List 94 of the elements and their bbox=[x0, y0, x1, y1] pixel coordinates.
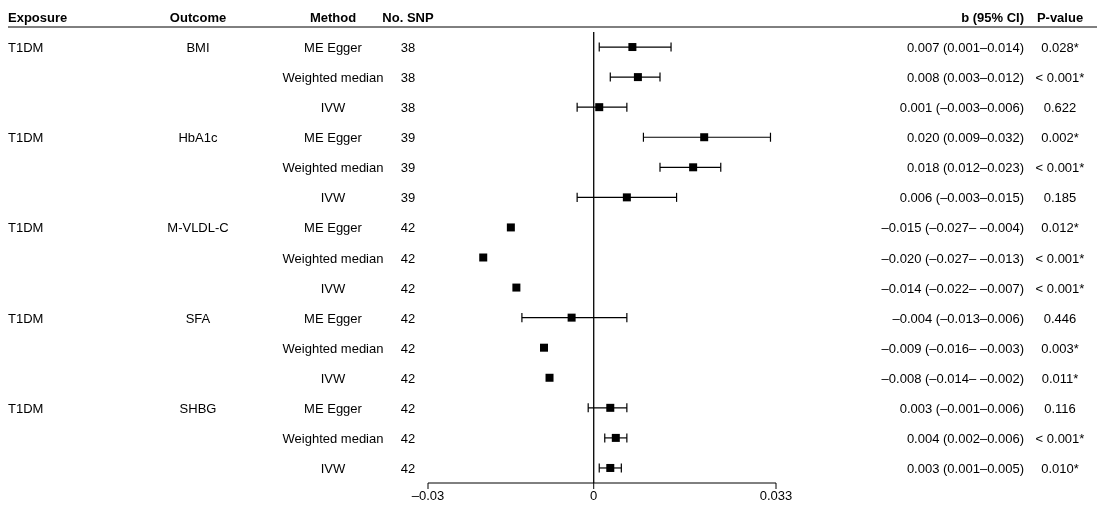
data-label: 0.001 (–0.003–0.006) bbox=[899, 100, 1024, 116]
text: 42 bbox=[400, 250, 416, 266]
data-label: –0.020 (–0.027– –0.013) bbox=[881, 250, 1024, 266]
data-label: 0.004 (0.002–0.006) bbox=[906, 430, 1024, 446]
text: 0.116 bbox=[1044, 400, 1076, 416]
point bbox=[506, 223, 515, 232]
data-label: 0.020 (0.009–0.032) bbox=[906, 130, 1024, 146]
text: 38 bbox=[400, 40, 416, 56]
y-tick-label: ME Egger bbox=[304, 40, 363, 56]
text: 0.010* bbox=[1041, 460, 1079, 476]
text: 39 bbox=[400, 130, 416, 146]
text: Method bbox=[309, 10, 357, 25]
data-label: –0.009 (–0.016– –0.003) bbox=[881, 340, 1024, 356]
text: Outcome bbox=[169, 10, 227, 25]
y-tick-label: Weighted median bbox=[282, 160, 384, 176]
y-tick-label: Weighted median bbox=[282, 250, 384, 266]
text: 38 bbox=[400, 70, 416, 86]
data-label: –0.014 (–0.022– –0.007) bbox=[881, 280, 1024, 296]
point bbox=[700, 133, 709, 142]
text: 0.446 bbox=[1043, 310, 1077, 326]
text: Exposure bbox=[8, 10, 68, 25]
text: 42 bbox=[400, 220, 416, 236]
point bbox=[545, 373, 554, 382]
point bbox=[622, 193, 631, 202]
text: 0.011* bbox=[1041, 370, 1079, 386]
text: 42 bbox=[400, 280, 416, 296]
point bbox=[512, 283, 521, 292]
y-tick-label: ME Egger bbox=[304, 130, 363, 146]
text: SFA bbox=[185, 310, 211, 326]
text: < 0.001* bbox=[1035, 70, 1085, 86]
text: 42 bbox=[400, 460, 416, 476]
point bbox=[606, 403, 615, 412]
point bbox=[628, 43, 637, 52]
y-tick-label: Weighted median bbox=[282, 70, 384, 86]
y-tick-label: ME Egger bbox=[304, 310, 363, 326]
text: 38 bbox=[400, 100, 416, 116]
point bbox=[567, 313, 576, 322]
y-tick-label: Weighted median bbox=[282, 430, 384, 446]
text: T1DM bbox=[8, 400, 44, 416]
text: 42 bbox=[400, 370, 416, 386]
text: 39 bbox=[400, 160, 416, 176]
text: T1DM bbox=[8, 130, 44, 146]
text: T1DM bbox=[8, 310, 44, 326]
text: 0.028* bbox=[1041, 40, 1079, 56]
data-label: –0.008 (–0.014– –0.002) bbox=[881, 370, 1024, 386]
point bbox=[479, 253, 488, 262]
text: 42 bbox=[400, 400, 416, 416]
y-tick-label: ME Egger bbox=[304, 400, 363, 416]
text: No. SNP bbox=[382, 10, 434, 25]
point bbox=[606, 463, 615, 472]
text: < 0.001* bbox=[1035, 430, 1085, 446]
text: HbA1c bbox=[178, 130, 218, 146]
text: 0.622 bbox=[1043, 100, 1077, 116]
text: < 0.001* bbox=[1035, 280, 1085, 296]
text: < 0.001* bbox=[1035, 160, 1085, 176]
x-tick-label: 0.033 bbox=[759, 488, 793, 504]
text: BMI bbox=[186, 40, 210, 56]
data-label: 0.003 (–0.001–0.006) bbox=[899, 400, 1024, 416]
point bbox=[540, 343, 548, 352]
y-tick-label: IVW bbox=[320, 280, 346, 296]
text: 0.185 bbox=[1043, 190, 1077, 206]
data-label: 0.007 (0.001–0.014) bbox=[906, 40, 1024, 56]
x-tick-label: 0 bbox=[590, 488, 598, 504]
data-label: 0.018 (0.012–0.023) bbox=[906, 160, 1024, 176]
text: 42 bbox=[400, 430, 416, 446]
y-tick-label: IVW bbox=[320, 100, 346, 116]
point bbox=[595, 103, 604, 112]
data-label: –0.015 (–0.027– –0.004) bbox=[881, 220, 1024, 236]
x-tick-label: –0.03 bbox=[411, 488, 445, 504]
text: 42 bbox=[400, 340, 416, 356]
text: b (95% CI) bbox=[961, 10, 1024, 25]
text: T1DM bbox=[8, 220, 44, 236]
data-label: 0.003 (0.001–0.005) bbox=[906, 460, 1024, 476]
text: SHBG bbox=[179, 400, 217, 416]
data-label: 0.008 (0.003–0.012) bbox=[906, 70, 1024, 86]
text: 0.012* bbox=[1041, 220, 1079, 236]
text: 39 bbox=[400, 190, 416, 206]
point bbox=[689, 163, 698, 172]
text: T1DM bbox=[8, 40, 44, 56]
text: < 0.001* bbox=[1035, 250, 1085, 266]
data-label: 0.006 (–0.003–0.015) bbox=[899, 190, 1024, 206]
y-tick-label: IVW bbox=[320, 190, 346, 206]
y-tick-label: Weighted median bbox=[282, 340, 384, 356]
y-tick-label: ME Egger bbox=[304, 220, 363, 236]
y-tick-label: IVW bbox=[320, 460, 346, 476]
text: P-value bbox=[1036, 10, 1084, 25]
point bbox=[611, 433, 620, 442]
y-tick-label: IVW bbox=[320, 370, 346, 386]
data-label: –0.004 (–0.013–0.006) bbox=[892, 310, 1024, 326]
text: M-VLDL-C bbox=[167, 220, 229, 236]
text: 0.003* bbox=[1041, 340, 1079, 356]
point bbox=[633, 73, 642, 82]
text: 0.002* bbox=[1041, 130, 1079, 146]
text: 42 bbox=[400, 310, 416, 326]
